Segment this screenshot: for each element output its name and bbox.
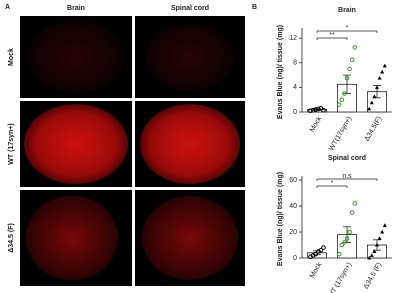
data-point [344,75,350,81]
data-point [382,223,387,227]
data-point [342,91,347,96]
data-point [352,201,358,206]
y-tick-label: 8 [293,60,297,67]
y-tick-label: 20 [289,229,297,236]
data-point [313,107,319,112]
data-point [336,251,342,257]
tissue [140,104,240,184]
data-point [316,106,321,112]
data-point [349,210,355,215]
data-point [349,57,355,62]
data-point [313,251,319,257]
x-tick-label: Δ34.5 (F) [363,261,384,290]
data-point [347,229,352,235]
y-axis-label: Evans Blue (ng)/ tissue (mg) [277,25,284,119]
data-point [369,253,374,257]
y-axis-label: Evans Blue (ng)/ tissue (mg) [277,172,284,266]
data-point [342,240,347,245]
significance-label: ** [329,32,335,39]
tissue [26,196,118,280]
data-point [369,100,374,105]
significance-label: * [331,180,334,187]
tissue [146,23,234,91]
y-tick-label: 0 [293,109,297,116]
column-label: Spinal cord [171,5,209,12]
x-tick-label: WT (17syn+) [327,261,353,293]
y-tick-label: 40 [289,203,297,210]
data-point [372,249,377,253]
tissue [28,21,124,93]
data-point [339,242,345,248]
significance-label: * [346,25,349,32]
data-point [321,107,326,113]
data-point [382,63,387,68]
data-point [367,255,372,260]
data-point [310,107,316,113]
data-point [380,69,385,74]
significance-bracket [316,185,348,188]
data-point [308,108,313,114]
row-label: Δ34.5 (F) [8,223,15,253]
panel-a-images [20,16,245,286]
x-tick-label: Mock [309,261,324,279]
data-point [375,85,379,89]
row-label: WT (17syn+) [8,123,15,164]
significance-bracket [316,30,378,33]
data-point [352,45,358,50]
y-tick-label: 0 [293,255,297,262]
data-point [339,97,345,102]
data-point [336,102,342,107]
x-tick-label: WT(17syn+) [328,115,353,152]
y-tick-label: 60 [289,177,297,184]
chart-title: Brain [338,7,356,14]
data-point [367,106,372,111]
panel-label: B [252,4,257,11]
data-point [318,247,324,253]
tissue [24,104,128,184]
column-label: Brain [67,5,85,12]
data-point [380,229,385,234]
y-tick-label: 4 [293,84,297,91]
data-point [377,75,382,80]
data-point [375,242,379,247]
x-tick-label: Mock [309,115,324,133]
data-point [321,245,326,250]
data-point [372,94,377,99]
panel-label: A [5,4,10,11]
data-point [347,66,352,72]
tissue [142,196,238,280]
chart-title: Spinal cord [328,155,366,162]
x-tick-label: Δ34.5(F) [364,115,384,142]
data-point [344,236,350,241]
significance-bracket [316,178,378,181]
row-label: Mock [8,48,15,66]
data-point [377,236,382,240]
significance-label: n.s [342,173,352,180]
significance-bracket [316,37,348,40]
y-tick-label: 12 [289,35,297,42]
